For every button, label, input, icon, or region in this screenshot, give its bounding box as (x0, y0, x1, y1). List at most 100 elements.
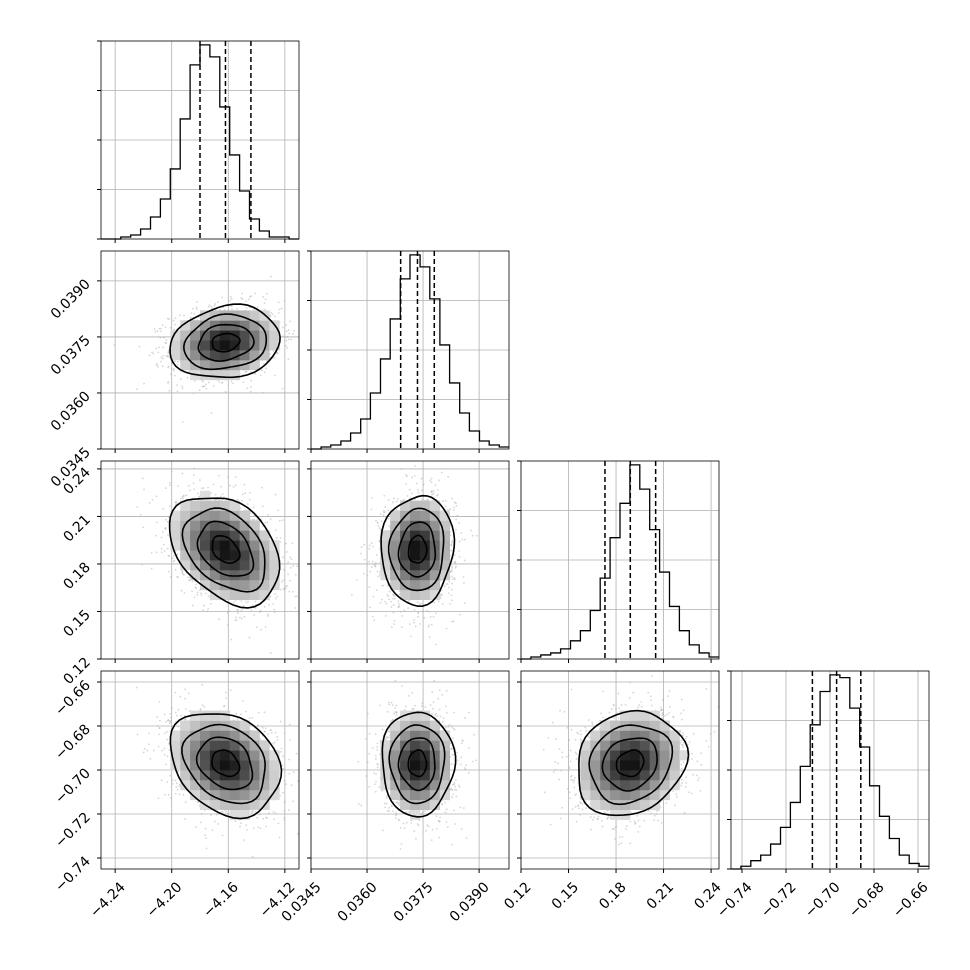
scatter-point (265, 292, 268, 295)
density-cell (219, 540, 231, 551)
scatter-point (277, 509, 280, 512)
scatter-point (174, 568, 177, 571)
density-cell (190, 569, 201, 581)
scatter-point (209, 602, 212, 605)
scatter-point (390, 600, 393, 603)
scatter-point (173, 374, 176, 377)
scatter-point (188, 579, 191, 582)
scatter-point (173, 554, 175, 557)
scatter-point (432, 492, 435, 495)
density-cell (209, 340, 221, 351)
scatter-point (226, 623, 229, 626)
scatter-point (437, 600, 440, 603)
scatter-point (416, 601, 419, 604)
scatter-point (451, 578, 454, 580)
scatter-point (454, 560, 457, 563)
scatter-point (450, 544, 453, 547)
scatter-point (449, 602, 452, 605)
scatter-point (181, 387, 184, 390)
scatter-point (174, 550, 177, 552)
scatter-point (230, 638, 232, 641)
scatter-point (447, 592, 450, 595)
scatter-point (360, 546, 363, 548)
density-cell (190, 350, 201, 361)
density-cell (219, 310, 231, 321)
scatter-point (400, 468, 403, 470)
scatter-point (164, 528, 167, 530)
scatter-point (201, 487, 203, 490)
scatter-point (458, 522, 460, 524)
scatter-point (417, 612, 420, 614)
scatter-point (254, 607, 257, 609)
scatter-point (160, 547, 163, 550)
scatter-point (263, 605, 266, 608)
scatter-point (191, 604, 194, 607)
density-cell (239, 320, 250, 331)
scatter-point (165, 339, 168, 341)
scatter-point (262, 391, 264, 394)
tick-label-x: −0.70 (802, 879, 844, 921)
scatter-point (295, 595, 298, 598)
scatter-point (177, 576, 179, 579)
scatter-point (272, 350, 275, 352)
scatter-point (244, 492, 247, 495)
scatter-point (408, 623, 411, 626)
scatter-point (432, 615, 435, 618)
scatter-point (152, 352, 155, 355)
scatter-point (252, 604, 255, 607)
density-cell (200, 320, 211, 331)
scatter-point (451, 620, 454, 623)
tick-label-y: 0.0390 (48, 276, 94, 322)
scatter-point (442, 500, 445, 503)
scatter-point (245, 370, 248, 373)
tick-label-y: 0.0375 (48, 332, 94, 378)
scatter-point (258, 611, 261, 613)
scatter-point (370, 542, 373, 545)
scatter-point (281, 519, 284, 522)
scatter-point (294, 595, 297, 598)
scatter-point (426, 610, 429, 612)
scatter-point (393, 619, 396, 622)
scatter-point (463, 559, 466, 562)
panel-frame (310, 250, 510, 450)
density-cell (170, 540, 181, 551)
scatter-point (160, 536, 163, 539)
scatter-point (279, 537, 282, 539)
scatter-point (214, 493, 217, 496)
scatter-point (453, 554, 456, 556)
scatter-point (253, 514, 255, 517)
scatter-point (285, 551, 288, 553)
scatter-point (250, 609, 253, 611)
density-cell (219, 350, 231, 361)
scatter-point (386, 584, 389, 587)
scatter-point (451, 566, 454, 569)
panel-frame (100, 460, 300, 660)
scatter-point (290, 338, 293, 341)
scatter-point (166, 520, 169, 523)
scatter-point (246, 387, 249, 390)
tick-label-y: 0.0360 (48, 388, 94, 434)
scatter-point (270, 311, 273, 314)
scatter-point (155, 347, 158, 350)
density-cell (200, 510, 211, 521)
scatter-point (462, 576, 465, 579)
scatter-point (433, 601, 435, 604)
scatter-point (181, 421, 184, 423)
scatter-point (371, 560, 374, 563)
scatter-point (219, 495, 222, 498)
scatter-point (397, 606, 400, 609)
scatter-point (406, 494, 409, 497)
scatter-point (450, 541, 453, 544)
scatter-point (189, 489, 191, 492)
scatter-point (379, 601, 382, 604)
scatter-point (381, 598, 383, 601)
scatter-point (384, 600, 386, 603)
scatter-point (370, 508, 373, 511)
scatter-point (173, 367, 175, 370)
scatter-point (174, 501, 177, 504)
density-cell (249, 540, 260, 551)
density-cell (229, 369, 240, 381)
scatter-point (277, 301, 280, 304)
scatter-point (378, 527, 381, 529)
scatter-point (470, 529, 472, 532)
